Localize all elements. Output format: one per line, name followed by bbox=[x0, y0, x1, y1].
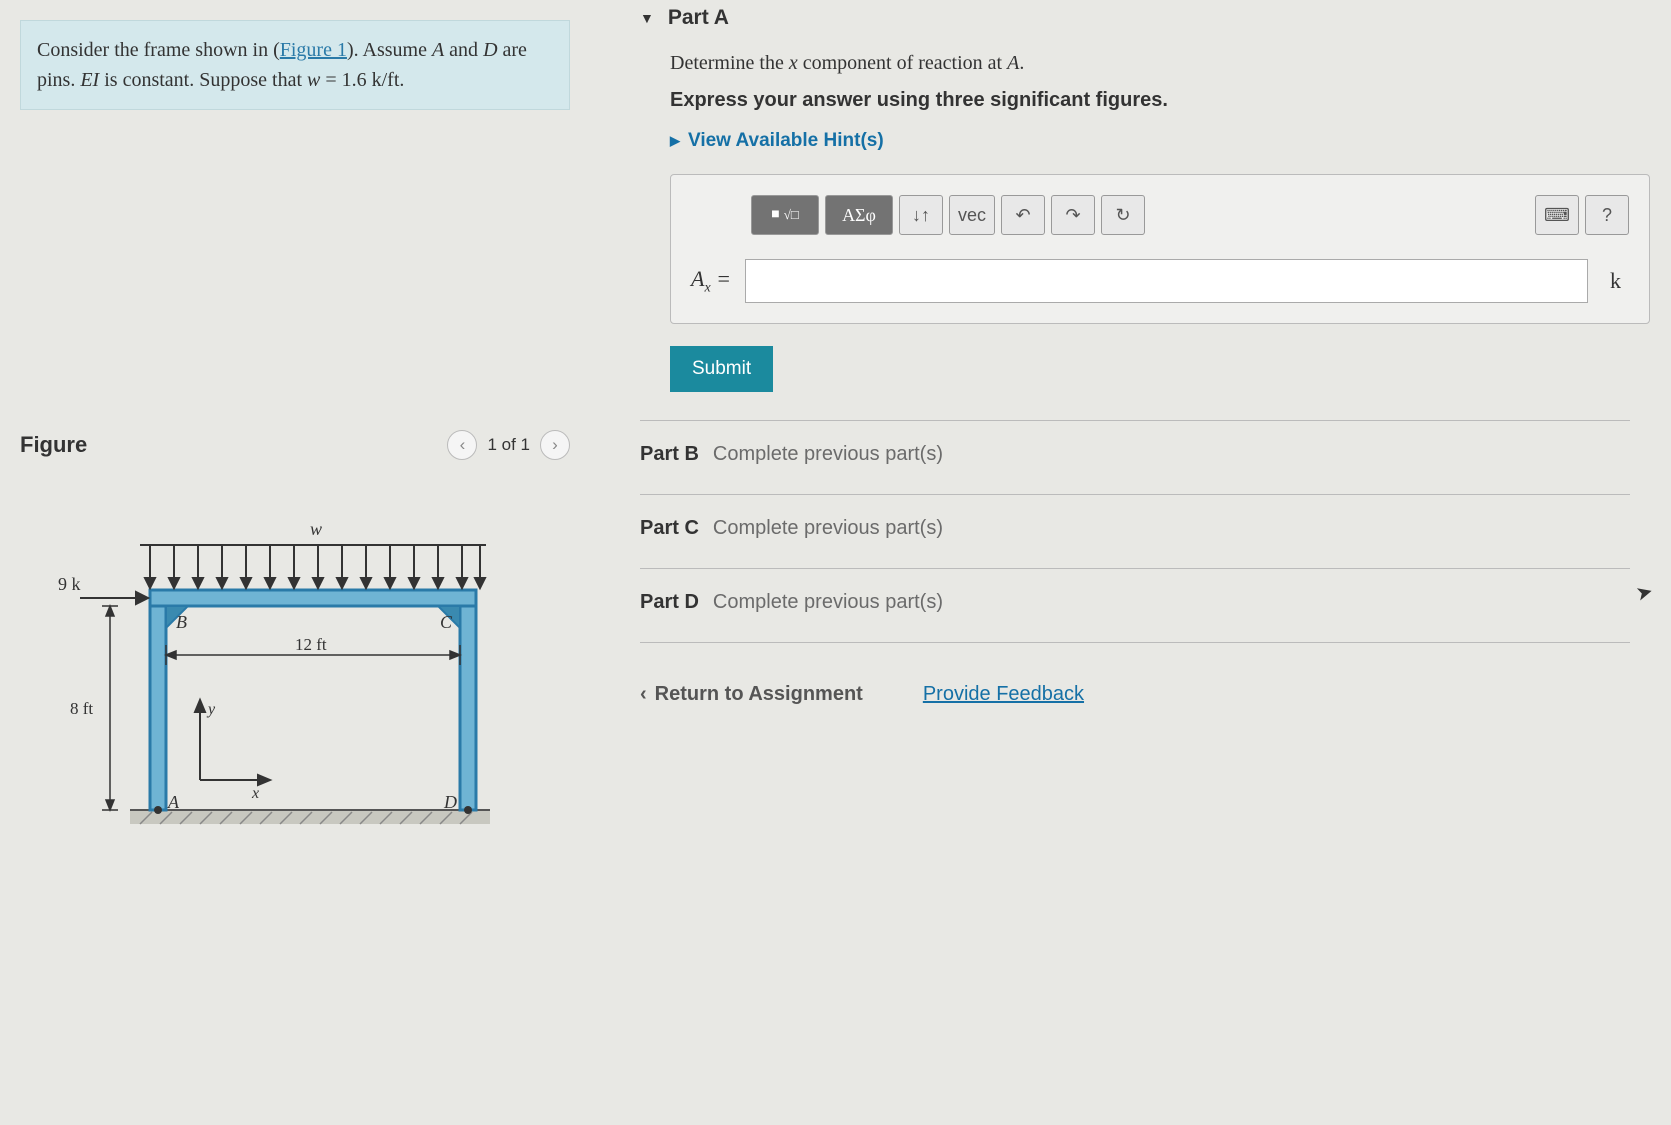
problem-text: Consider the frame shown in ( bbox=[37, 39, 280, 61]
load-w-label: w bbox=[310, 519, 322, 539]
part-b-locked: Part BComplete previous part(s) bbox=[640, 443, 1630, 466]
vec-button[interactable]: vec bbox=[949, 195, 995, 235]
svg-text:C: C bbox=[440, 612, 453, 632]
provide-feedback-link[interactable]: Provide Feedback bbox=[923, 683, 1084, 706]
redo-button[interactable]: ↷ bbox=[1051, 195, 1095, 235]
help-button[interactable]: ? bbox=[1585, 195, 1629, 235]
view-hints-link[interactable]: ▶ View Available Hint(s) bbox=[670, 130, 1630, 152]
svg-text:B: B bbox=[176, 612, 187, 632]
submit-button[interactable]: Submit bbox=[670, 346, 773, 392]
part-d-locked: Part DComplete previous part(s) bbox=[640, 591, 1630, 614]
keyboard-button[interactable]: ⌨ bbox=[1535, 195, 1579, 235]
figure-link[interactable]: Figure 1 bbox=[280, 39, 347, 61]
return-to-assignment-link[interactable]: ‹ Return to Assignment bbox=[640, 683, 863, 706]
frame-diagram: w 9 k 12 ft bbox=[40, 490, 520, 850]
reset-button[interactable]: ↻ bbox=[1101, 195, 1145, 235]
answer-variable-label: Ax = bbox=[691, 266, 731, 296]
figure-prev-button[interactable]: ‹ bbox=[447, 430, 477, 460]
instruction-text: Express your answer using three signific… bbox=[670, 89, 1630, 112]
answer-box: ■√□ ΑΣφ ↓↑ vec ↶ ↷ ↻ ⌨ ? Ax = k bbox=[670, 174, 1650, 324]
answer-unit: k bbox=[1602, 268, 1629, 294]
divider bbox=[640, 494, 1630, 495]
height-label: 8 ft bbox=[70, 699, 93, 718]
span-label: 12 ft bbox=[295, 635, 327, 654]
divider bbox=[640, 642, 1630, 643]
figure-title: Figure bbox=[20, 432, 87, 458]
part-c-locked: Part CComplete previous part(s) bbox=[640, 517, 1630, 540]
greek-button[interactable]: ΑΣφ bbox=[825, 195, 893, 235]
subscript-button[interactable]: ↓↑ bbox=[899, 195, 943, 235]
svg-text:D: D bbox=[443, 792, 457, 812]
figure-page-indicator: 1 of 1 bbox=[487, 435, 530, 455]
answer-input[interactable] bbox=[745, 259, 1588, 303]
chevron-left-icon: ‹ bbox=[640, 683, 647, 706]
undo-button[interactable]: ↶ bbox=[1001, 195, 1045, 235]
collapse-icon: ▼ bbox=[640, 10, 654, 26]
part-a-header[interactable]: ▼ Part A bbox=[640, 0, 1630, 52]
divider bbox=[640, 420, 1630, 421]
problem-statement: Consider the frame shown in (Figure 1). … bbox=[20, 20, 570, 110]
svg-text:y: y bbox=[206, 701, 216, 718]
templates-button[interactable]: ■√□ bbox=[751, 195, 819, 235]
figure-next-button[interactable]: › bbox=[540, 430, 570, 460]
figure-panel: Figure ‹ 1 of 1 › bbox=[20, 430, 570, 865]
divider bbox=[640, 568, 1630, 569]
question-text: Determine the x component of reaction at… bbox=[670, 52, 1630, 75]
point-load-label: 9 k bbox=[58, 574, 81, 594]
svg-text:x: x bbox=[251, 785, 259, 802]
expand-icon: ▶ bbox=[670, 133, 680, 149]
svg-text:A: A bbox=[167, 792, 180, 812]
